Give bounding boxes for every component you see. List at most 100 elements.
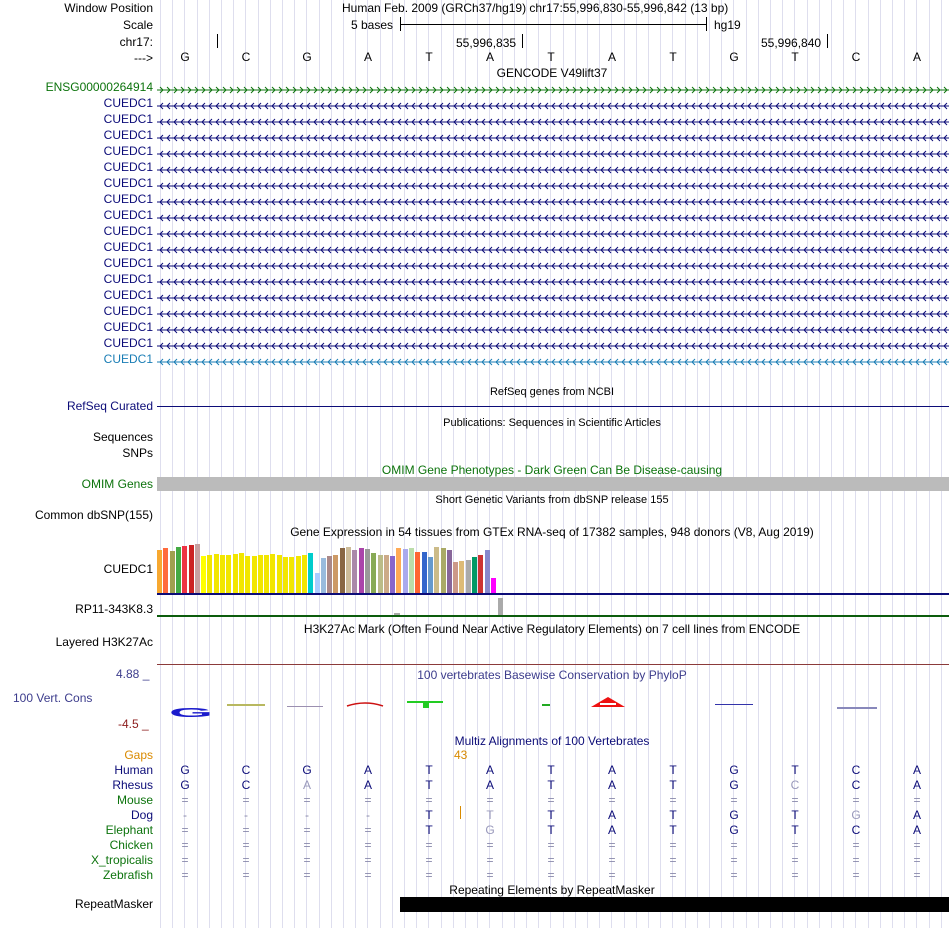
gencode-transcript-label[interactable]: CUEDC1 <box>103 336 153 350</box>
gencode-transcript-feature[interactable] <box>157 338 949 350</box>
gencode-transcript-feature[interactable] <box>157 178 949 190</box>
omim-track-label[interactable]: OMIM Genes <box>81 477 153 491</box>
gencode-gene-feature[interactable] <box>157 82 949 94</box>
gtex-tissue-bar[interactable] <box>233 554 238 593</box>
refseq-track-label[interactable]: RefSeq Curated <box>66 399 153 413</box>
gtex-tissue-bar[interactable] <box>296 556 301 593</box>
h3k27ac-track-label[interactable]: Layered H3K27Ac <box>55 635 153 649</box>
gencode-transcript-label[interactable]: CUEDC1 <box>103 176 153 190</box>
gencode-transcript-feature[interactable] <box>157 226 949 238</box>
gtex-gene-label-2[interactable]: RP11-343K8.3 <box>75 602 153 616</box>
gencode-transcript-label[interactable]: CUEDC1 <box>103 208 153 222</box>
gencode-transcript-label[interactable]: CUEDC1 <box>103 288 153 302</box>
gencode-transcript-feature[interactable] <box>157 322 949 334</box>
gtex-tissue-bar[interactable] <box>453 562 458 593</box>
gtex-tissue-bar[interactable] <box>409 548 414 593</box>
gtex-tissue-bar[interactable] <box>220 555 225 593</box>
gencode-transcript-feature[interactable] <box>157 258 949 270</box>
gencode-transcript-label[interactable]: CUEDC1 <box>103 128 153 142</box>
gencode-transcript-feature[interactable] <box>157 98 949 110</box>
gtex-tissue-bar[interactable] <box>478 555 483 593</box>
gtex-tissue-bar[interactable] <box>396 548 401 593</box>
gtex-tissue-bar[interactable] <box>466 560 471 593</box>
gencode-transcript-label[interactable]: CUEDC1 <box>103 304 153 318</box>
species-label[interactable]: Chicken <box>109 838 153 852</box>
gtex-tissue-bar[interactable] <box>491 578 496 593</box>
gencode-transcript-feature[interactable] <box>157 274 949 286</box>
species-label[interactable]: Rhesus <box>112 778 153 792</box>
gtex-tissue-bar[interactable] <box>176 547 181 593</box>
gtex-tissue-bar[interactable] <box>340 548 345 593</box>
repeatmasker-track-label[interactable]: RepeatMasker <box>74 897 153 911</box>
conservation-plot[interactable]: G <box>157 690 949 730</box>
gencode-transcript-label[interactable]: CUEDC1 <box>103 240 153 254</box>
gtex-tissue-bar[interactable] <box>472 557 477 593</box>
gencode-transcript-feature[interactable] <box>157 162 949 174</box>
gtex-tissue-bar[interactable] <box>428 557 433 593</box>
gencode-transcript-feature[interactable] <box>157 210 949 222</box>
gencode-transcript-feature[interactable] <box>157 146 949 158</box>
gencode-transcript-feature[interactable] <box>157 306 949 318</box>
gtex-tissue-bar[interactable] <box>182 546 187 593</box>
gencode-transcript-feature[interactable] <box>157 114 949 126</box>
gtex-tissue-bar[interactable] <box>321 558 326 593</box>
species-label[interactable]: Human <box>114 763 153 777</box>
gtex-tissue-bar[interactable] <box>245 556 250 593</box>
omim-feature-bar[interactable] <box>157 477 949 491</box>
gtex-tissue-bar[interactable] <box>258 555 263 593</box>
gtex-tissue-bar[interactable] <box>277 555 282 593</box>
gtex-tissue-bar[interactable] <box>365 549 370 593</box>
gencode-transcript-feature[interactable] <box>157 290 949 302</box>
gtex-tissue-bar[interactable] <box>157 550 162 593</box>
gtex-tissue-bar[interactable] <box>346 547 351 593</box>
species-label[interactable]: X_tropicalis <box>90 853 153 867</box>
gencode-transcript-label[interactable]: CUEDC1 <box>103 256 153 270</box>
gencode-transcript-feature[interactable] <box>157 242 949 254</box>
gtex-tissue-bar[interactable] <box>239 553 244 593</box>
gtex-tissue-bar[interactable] <box>163 548 168 593</box>
gencode-transcript-label[interactable]: CUEDC1 <box>103 320 153 334</box>
gtex-tissue-bar[interactable] <box>283 557 288 593</box>
gtex-tissue-bar[interactable] <box>214 554 219 593</box>
gtex-tissue-bar[interactable] <box>315 573 320 593</box>
gtex-tissue-bar[interactable] <box>289 557 294 593</box>
gencode-transcript-label[interactable]: CUEDC1 <box>103 96 153 110</box>
gtex-tissue-bar[interactable] <box>390 556 395 593</box>
gtex-tissue-bar[interactable] <box>403 549 408 593</box>
gaps-label[interactable]: Gaps <box>124 748 153 762</box>
gtex-tissue-bar[interactable] <box>378 555 383 593</box>
gtex-tissue-bar[interactable] <box>207 555 212 593</box>
gtex-tissue-bar[interactable] <box>485 550 490 593</box>
gencode-transcript-label[interactable]: CUEDC1 <box>103 272 153 286</box>
species-label[interactable]: Zebrafish <box>102 868 153 882</box>
gtex-tissue-bar[interactable] <box>333 555 338 593</box>
gtex-gene-label-1[interactable]: CUEDC1 <box>103 562 153 576</box>
sequences-track-label[interactable]: Sequences <box>92 430 153 444</box>
gtex-tissue-bar[interactable] <box>195 544 200 593</box>
gtex-tissue-bar[interactable] <box>384 555 389 593</box>
gtex-tissue-bar[interactable] <box>441 548 446 593</box>
gtex-tissue-bar[interactable] <box>308 553 313 593</box>
gencode-transcript-feature[interactable] <box>157 130 949 142</box>
repeatmasker-feature[interactable] <box>400 897 949 912</box>
gencode-transcript-label[interactable]: CUEDC1 <box>103 160 153 174</box>
gtex-tissue-bar[interactable] <box>447 550 452 593</box>
gtex-tissue-bar[interactable] <box>189 545 194 593</box>
gtex-tissue-bar[interactable] <box>226 555 231 593</box>
gtex-tissue-bar[interactable] <box>252 556 257 593</box>
species-label[interactable]: Elephant <box>105 823 153 837</box>
species-label[interactable]: Dog <box>130 808 153 822</box>
gencode-transcript-feature[interactable] <box>157 194 949 206</box>
gtex-tissue-bar[interactable] <box>434 547 439 593</box>
gencode-transcript-label[interactable]: CUEDC1 <box>103 112 153 126</box>
gencode-transcript-label[interactable]: CUEDC1 <box>103 224 153 238</box>
gtex-tissue-bar[interactable] <box>327 556 332 593</box>
species-label[interactable]: Mouse <box>116 793 153 807</box>
gtex-tissue-bar[interactable] <box>170 551 175 593</box>
conservation-track-label[interactable]: 100 Vert. Cons <box>13 691 93 705</box>
gtex-tissue-bar[interactable] <box>264 555 269 593</box>
gtex-tissue-bar[interactable] <box>459 561 464 593</box>
gencode-transcript-label[interactable]: CUEDC1 <box>103 192 153 206</box>
snps-track-label[interactable]: SNPs <box>122 446 153 460</box>
